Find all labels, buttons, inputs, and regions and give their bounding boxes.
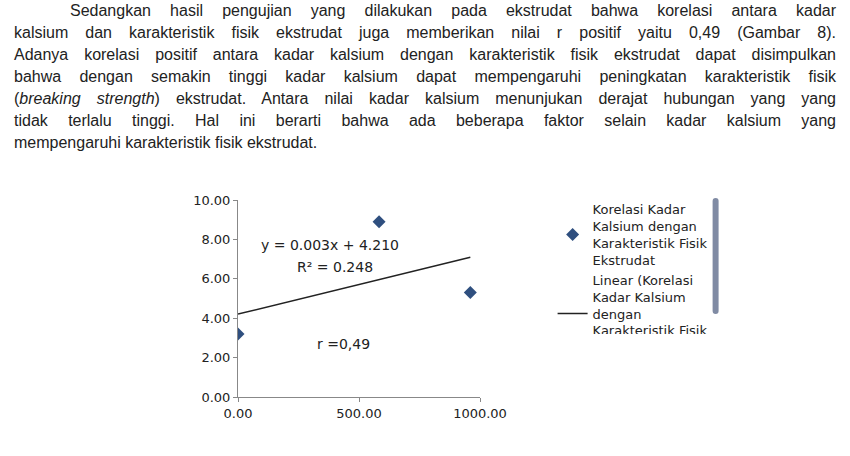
- svg-text:1000.00: 1000.00: [453, 406, 507, 421]
- svg-text:0.00: 0.00: [201, 390, 230, 405]
- html-text:Sedangkan hasil pengujian yang: Sedangkan hasil pengujian yang dilakukan…: [70, 2, 836, 19]
- html-text:tidak terlalu tinggi. Hal ini: tidak terlalu tinggi. Hal ini berarti ba…: [14, 112, 836, 129]
- svg-text:R² = 0.248: R² = 0.248: [297, 259, 373, 275]
- svg-text:Linear (KorelasiKadar Kalsiumd: Linear (KorelasiKadar KalsiumdenganKarak…: [593, 273, 708, 334]
- svg-text:4.00: 4.00: [201, 311, 230, 326]
- svg-text:10.00: 10.00: [193, 193, 230, 208]
- svg-text:y = 0.003x + 4.210: y = 0.003x + 4.210: [261, 237, 399, 253]
- svg-text:0.00: 0.00: [224, 406, 253, 421]
- svg-text:2.00: 2.00: [201, 350, 230, 365]
- svg-text:6.00: 6.00: [201, 271, 230, 286]
- html-text:bahwa dengan semakin tinggi ka: bahwa dengan semakin tinggi kadar kalsiu…: [14, 68, 836, 85]
- svg-text:500.00: 500.00: [336, 406, 382, 421]
- html-text:kalsium dan karakteristik fisi: kalsium dan karakteristik fisik ekstruda…: [14, 24, 836, 41]
- html-text:(breaking strength) ekstrudat.: (breaking strength) ekstrudat. Antara ni…: [14, 90, 836, 107]
- html-text:mempengaruhi karakteristik fis: mempengaruhi karakteristik fisik ekstrud…: [14, 134, 318, 151]
- svg-text:Korelasi KadarKalsium denganKa: Korelasi KadarKalsium denganKarakteristi…: [593, 202, 708, 268]
- html-text:Adanya korelasi positif antara: Adanya korelasi positif antara kadar kal…: [14, 46, 836, 63]
- html-text:Ekstrudat): Ekstrudat): [592, 340, 661, 356]
- svg-text:r =0,49: r =0,49: [317, 336, 370, 352]
- svg-text:8.00: 8.00: [201, 232, 230, 247]
